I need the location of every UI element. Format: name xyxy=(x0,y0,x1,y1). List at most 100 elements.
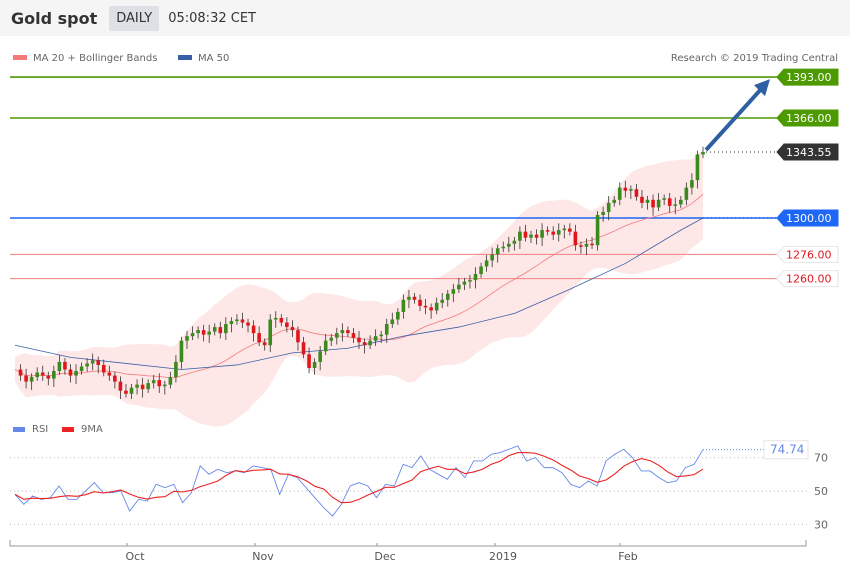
candle-body xyxy=(113,375,117,382)
candle-body xyxy=(512,240,517,244)
rsi-ma-line xyxy=(14,452,704,504)
candle-body xyxy=(29,377,34,382)
candle-body xyxy=(151,380,156,384)
candle-body xyxy=(124,390,128,394)
candle-body xyxy=(196,330,200,334)
candle-body xyxy=(423,305,428,308)
candle-body xyxy=(667,198,672,206)
rsi-line xyxy=(14,445,704,517)
support-tag-label: 1276.00 xyxy=(786,248,832,261)
candle-body xyxy=(662,198,666,200)
candle-body xyxy=(312,361,317,368)
copyright: Research © 2019 Trading Central xyxy=(671,53,838,64)
candle-body xyxy=(606,202,611,212)
candle-body xyxy=(401,299,406,312)
candle-body xyxy=(229,321,234,325)
last-price-tag-label: 1343.55 xyxy=(786,146,832,159)
candle-body xyxy=(107,372,112,376)
candle-body xyxy=(357,337,361,343)
candle-body xyxy=(684,187,689,200)
instrument-title: Gold spot xyxy=(11,8,98,28)
candle-body xyxy=(434,302,439,311)
x-tick-label: Nov xyxy=(252,550,274,563)
candle-body xyxy=(407,296,411,300)
candle-body xyxy=(518,231,522,241)
candle-body xyxy=(129,387,134,394)
last-price-tag xyxy=(776,143,839,161)
candle-body xyxy=(601,211,605,215)
candle-body xyxy=(623,187,628,191)
candle-body xyxy=(484,260,489,267)
candle-body xyxy=(595,214,600,246)
candle-body xyxy=(379,334,383,337)
candle-body xyxy=(629,189,633,191)
period-button[interactable]: DAILY xyxy=(109,5,160,31)
x-axis-line xyxy=(9,540,807,547)
candle-body xyxy=(562,228,567,231)
candle-body xyxy=(307,354,311,368)
candle-body xyxy=(418,299,422,306)
candle-body xyxy=(690,180,694,188)
candle-body xyxy=(529,234,533,238)
pivot-tag-label: 1300.00 xyxy=(786,212,832,225)
candle-body xyxy=(24,375,28,382)
ma20-legend-label: MA 20 + Bollinger Bands xyxy=(33,53,157,64)
ma50-legend-swatch xyxy=(178,55,192,60)
x-tick-label: Oct xyxy=(125,550,145,563)
candle-body xyxy=(651,199,655,208)
candle-body xyxy=(645,199,650,203)
candle-body xyxy=(584,243,589,247)
candle-body xyxy=(468,280,472,282)
candle-body xyxy=(479,266,483,275)
candle-body xyxy=(179,340,184,362)
candle-body xyxy=(340,330,345,334)
candle-body xyxy=(63,361,67,370)
rsi-ma-legend-label: 9MA xyxy=(81,424,103,435)
resistance-tag xyxy=(776,109,839,127)
candle-body xyxy=(440,299,445,303)
candle-body xyxy=(40,372,45,376)
candle-body xyxy=(412,296,417,300)
rsi-legend-label: RSI xyxy=(32,424,48,435)
candle-body xyxy=(185,336,189,341)
candle-body xyxy=(57,361,62,372)
candle-body xyxy=(101,364,106,373)
candle-body xyxy=(579,245,583,247)
candle-body xyxy=(268,319,273,346)
candle-body xyxy=(634,189,639,197)
candle-body xyxy=(46,375,51,379)
forecast-arrow-head xyxy=(754,79,770,97)
candle-body xyxy=(368,340,372,346)
candle-body xyxy=(545,230,550,232)
support-tag xyxy=(776,270,839,288)
rsi-legend-swatch xyxy=(13,427,25,432)
candle-body xyxy=(201,330,206,335)
candle-body xyxy=(617,187,622,200)
rsi-last-tag xyxy=(763,440,809,460)
candle-body xyxy=(157,380,162,387)
candle-body xyxy=(568,228,572,232)
candle-body xyxy=(290,327,295,331)
candle-body xyxy=(473,274,478,281)
x-tick-label: 2019 xyxy=(489,550,517,563)
candle-body xyxy=(301,342,306,355)
time-display: 05:08:32 CET xyxy=(168,10,256,26)
candle-body xyxy=(190,333,195,337)
candle-body xyxy=(240,319,245,323)
rsi-ma-legend-swatch xyxy=(62,427,74,432)
candle-body xyxy=(74,371,78,376)
pivot-tag xyxy=(776,209,839,227)
candle-body xyxy=(279,317,284,323)
x-tick-label: Feb xyxy=(618,550,637,563)
candle-body xyxy=(495,248,500,255)
candle-body xyxy=(251,325,256,334)
forecast-arrow xyxy=(704,86,764,152)
candle-body xyxy=(612,199,617,203)
legend: MA 20 + Bollinger Bands MA 50 Research ©… xyxy=(13,53,838,435)
candle-body xyxy=(346,330,350,334)
candle-body xyxy=(52,371,56,379)
resistance-tag xyxy=(776,68,839,86)
candle-body xyxy=(390,319,395,325)
candle-body xyxy=(329,337,334,341)
